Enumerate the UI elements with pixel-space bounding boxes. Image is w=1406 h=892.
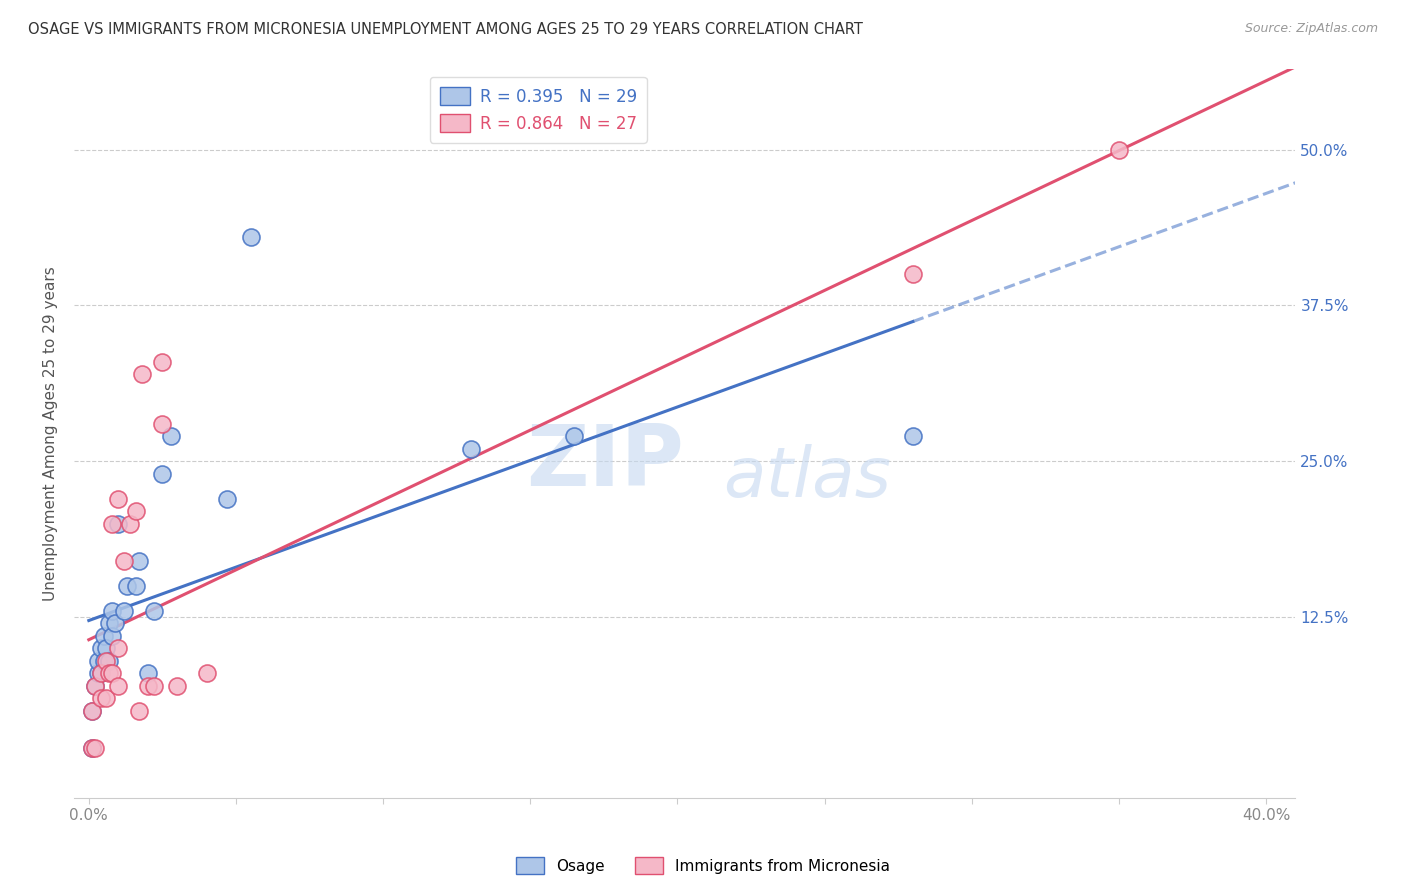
Point [166, 679, 188, 693]
Point [460, 442, 482, 456]
Point [80, 704, 103, 718]
Point [86, 654, 108, 668]
Point [128, 704, 150, 718]
Point [101, 604, 124, 618]
Point [80, 741, 103, 756]
Point [101, 666, 124, 681]
Point [118, 516, 141, 531]
Point [83, 679, 105, 693]
Point [131, 367, 153, 381]
Point [107, 516, 129, 531]
Point [901, 267, 924, 281]
Point [160, 429, 183, 443]
Point [239, 230, 262, 244]
Point [80, 704, 103, 718]
Point [101, 629, 124, 643]
Legend: R = 0.395   N = 29, R = 0.864   N = 27: R = 0.395 N = 29, R = 0.864 N = 27 [430, 77, 647, 143]
Text: OSAGE VS IMMIGRANTS FROM MICRONESIA UNEMPLOYMENT AMONG AGES 25 TO 29 YEARS CORRE: OSAGE VS IMMIGRANTS FROM MICRONESIA UNEM… [28, 22, 863, 37]
Y-axis label: Unemployment Among Ages 25 to 29 years: Unemployment Among Ages 25 to 29 years [44, 266, 58, 600]
Point [93, 654, 115, 668]
Point [101, 516, 124, 531]
Point [83, 741, 105, 756]
Point [217, 491, 239, 506]
Point [136, 666, 159, 681]
Point [93, 629, 115, 643]
Point [564, 429, 586, 443]
Point [80, 741, 103, 756]
Point [107, 491, 129, 506]
Text: Source: ZipAtlas.com: Source: ZipAtlas.com [1244, 22, 1378, 36]
Text: atlas: atlas [723, 443, 891, 510]
Point [96, 641, 118, 656]
Point [90, 641, 112, 656]
Point [98, 666, 121, 681]
Point [107, 679, 129, 693]
Point [98, 654, 121, 668]
Point [128, 554, 150, 568]
Point [90, 666, 112, 681]
Point [125, 579, 148, 593]
Point [150, 417, 173, 431]
Point [90, 666, 112, 681]
Text: ZIP: ZIP [526, 421, 685, 504]
Point [83, 679, 105, 693]
Point [195, 666, 218, 681]
Point [90, 691, 112, 706]
Point [150, 467, 173, 481]
Point [115, 579, 138, 593]
Point [1108, 143, 1130, 157]
Point [107, 641, 129, 656]
Point [142, 604, 165, 618]
Point [112, 554, 135, 568]
Point [86, 666, 108, 681]
Point [96, 691, 118, 706]
Point [901, 429, 924, 443]
Point [96, 654, 118, 668]
Point [104, 616, 127, 631]
Point [125, 504, 148, 518]
Legend: Osage, Immigrants from Micronesia: Osage, Immigrants from Micronesia [510, 851, 896, 880]
Point [136, 679, 159, 693]
Point [142, 679, 165, 693]
Point [98, 616, 121, 631]
Point [150, 354, 173, 368]
Point [112, 604, 135, 618]
